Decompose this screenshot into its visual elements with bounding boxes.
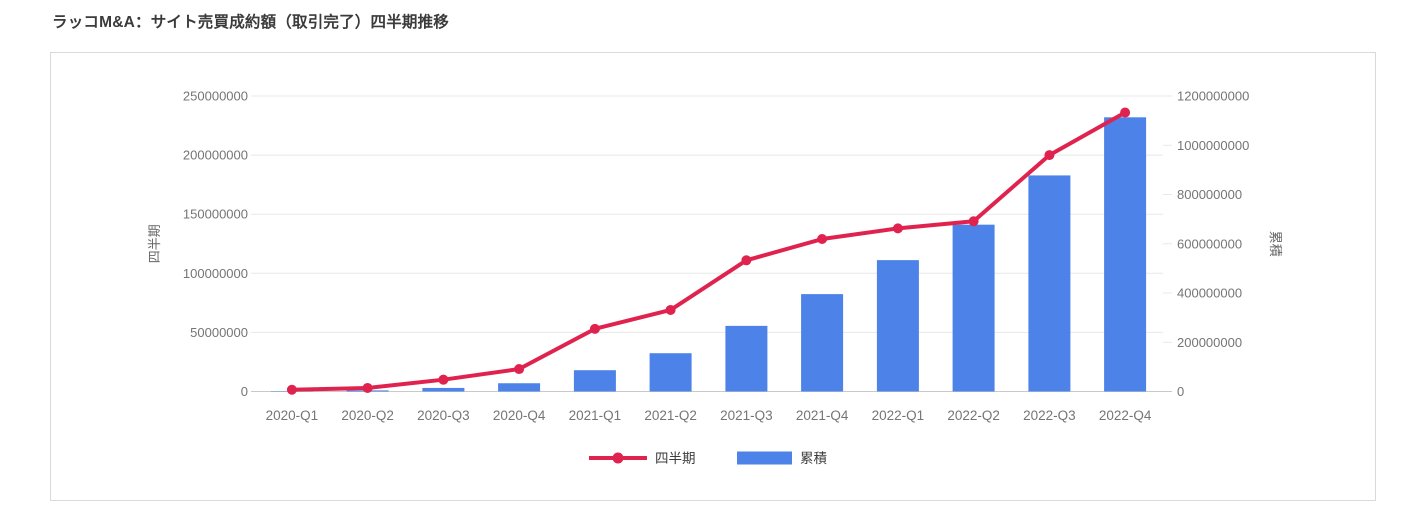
bar-2020-Q3[interactable] bbox=[422, 387, 465, 392]
legend-line-dot bbox=[612, 452, 624, 464]
x-axis-label-2021-Q2: 2021-Q2 bbox=[644, 408, 697, 423]
x-axis-label-2022-Q3: 2022-Q3 bbox=[1023, 408, 1076, 423]
legend-label-quarterly: 四半期 bbox=[655, 451, 696, 466]
bar-2020-Q4[interactable] bbox=[498, 383, 541, 392]
right-axis-tick-label: 1200000000 bbox=[1177, 89, 1249, 104]
chart-title: ラッコM&A：サイト売買成約額（取引完了）四半期推移 bbox=[52, 14, 450, 31]
bar-2022-Q2[interactable] bbox=[952, 224, 995, 392]
point-2021-Q4[interactable] bbox=[817, 234, 828, 245]
point-2022-Q2[interactable] bbox=[968, 216, 979, 227]
bar-2021-Q2[interactable] bbox=[649, 353, 692, 392]
x-axis-label-2020-Q2: 2020-Q2 bbox=[341, 408, 394, 423]
right-axis-title: 累積 bbox=[1268, 231, 1283, 257]
right-axis-tick-label: 0 bbox=[1177, 384, 1184, 399]
chart-frame: 0 50000000 100000000 150000000 200000000 2500… bbox=[50, 52, 1376, 501]
point-2021-Q3[interactable] bbox=[741, 255, 752, 266]
x-axis-label-2020-Q1: 2020-Q1 bbox=[266, 408, 319, 423]
bar-2021-Q4[interactable] bbox=[801, 294, 844, 392]
x-axis-label-2021-Q3: 2021-Q3 bbox=[720, 408, 773, 423]
left-axis-tick-label: 50000000 bbox=[190, 325, 248, 340]
right-axis-tick-label: 600000000 bbox=[1177, 236, 1242, 251]
point-2020-Q3[interactable] bbox=[438, 374, 449, 385]
right-axis-tick-label: 200000000 bbox=[1177, 335, 1242, 350]
bar-2022-Q4[interactable] bbox=[1104, 117, 1147, 392]
line-series[interactable] bbox=[289, 110, 1128, 392]
legend-label-cumulative: 累積 bbox=[800, 451, 828, 466]
right-axis-tick-label: 400000000 bbox=[1177, 286, 1242, 301]
legend-bar-swatch bbox=[737, 451, 792, 465]
point-2020-Q1[interactable] bbox=[286, 384, 297, 395]
left-axis-tick-label: 200000000 bbox=[183, 148, 248, 163]
bar-2022-Q1[interactable] bbox=[876, 260, 919, 392]
right-axis-tick-label: 1000000000 bbox=[1177, 138, 1249, 153]
point-2022-Q3[interactable] bbox=[1044, 150, 1055, 161]
x-axis-label-2022-Q2: 2022-Q2 bbox=[947, 408, 1000, 423]
x-axis-label-2020-Q3: 2020-Q3 bbox=[417, 408, 470, 423]
point-2022-Q1[interactable] bbox=[892, 223, 903, 234]
point-2020-Q4[interactable] bbox=[514, 364, 525, 375]
point-2022-Q4[interactable] bbox=[1120, 107, 1131, 118]
bar-2022-Q3[interactable] bbox=[1028, 175, 1071, 392]
right-axis-tick-label: 800000000 bbox=[1177, 187, 1242, 202]
x-axis-label-2022-Q1: 2022-Q1 bbox=[872, 408, 925, 423]
x-axis-label-2022-Q4: 2022-Q4 bbox=[1099, 408, 1152, 423]
x-axis-label-2020-Q4: 2020-Q4 bbox=[493, 408, 546, 423]
left-axis-tick-label: 250000000 bbox=[183, 89, 248, 104]
left-axis-tick-label: 0 bbox=[241, 384, 248, 399]
left-axis-tick-label: 100000000 bbox=[183, 266, 248, 281]
x-axis-label-2021-Q4: 2021-Q4 bbox=[796, 408, 849, 423]
point-2021-Q2[interactable] bbox=[665, 304, 676, 315]
x-axis-label-2021-Q1: 2021-Q1 bbox=[569, 408, 622, 423]
quarterly-cumulative-chart[interactable]: 0 50000000 100000000 150000000 200000000 2500… bbox=[51, 53, 1375, 500]
left-axis-tick-label: 150000000 bbox=[183, 207, 248, 222]
point-2021-Q1[interactable] bbox=[589, 323, 600, 334]
left-axis-title: 四半期 bbox=[147, 224, 162, 263]
bar-2021-Q1[interactable] bbox=[573, 370, 616, 392]
point-2020-Q2[interactable] bbox=[362, 382, 373, 393]
bar-2021-Q3[interactable] bbox=[725, 325, 768, 392]
